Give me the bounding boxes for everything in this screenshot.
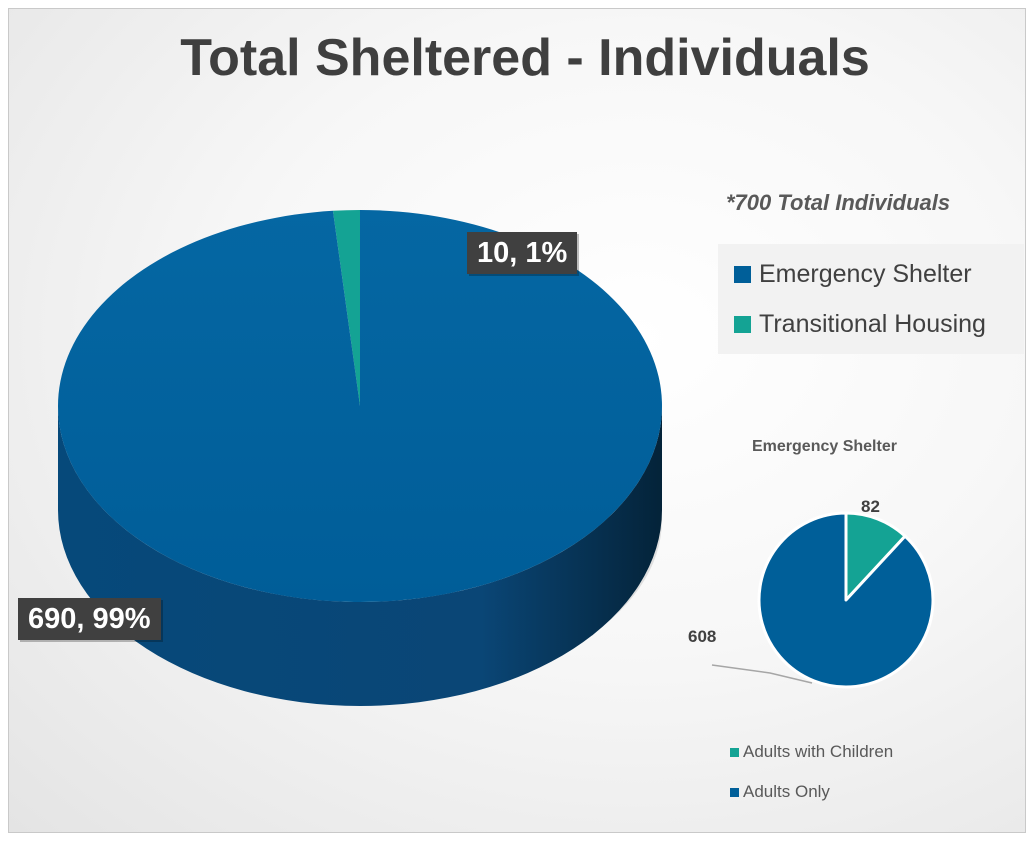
data-label-emergency-shelter: 690, 99%: [18, 598, 161, 640]
legend-label: Adults with Children: [743, 742, 894, 761]
data-label-transitional-housing: 10, 1%: [467, 232, 578, 274]
legend-swatch-adults-with-children: [730, 747, 739, 757]
sub-pie-slice-adults-only: [757, 511, 935, 689]
legend-swatch-emergency-shelter: [734, 266, 751, 283]
total-note: *700 Total Individuals: [726, 190, 951, 215]
pie-side-wall: [58, 406, 662, 706]
sub-data-label-adults-with-children: 82: [861, 497, 880, 516]
main-legend: Emergency Shelter Transitional Housing: [718, 244, 1024, 354]
legend-label: Adults Only: [743, 782, 830, 801]
legend-label: Transitional Housing: [759, 310, 986, 338]
legend-swatch-adults-only: [730, 787, 739, 797]
legend-item-transitional-housing: Transitional Housing: [734, 310, 986, 339]
sub-pie: [711, 511, 935, 689]
main-pie: [57, 210, 662, 706]
sub-data-label-adults-only: 608: [688, 627, 717, 646]
leader-line-adults-only: [711, 664, 813, 684]
legend-item-emergency-shelter: Emergency Shelter: [734, 260, 972, 289]
legend-swatch-transitional-housing: [734, 316, 751, 333]
sub-legend-item-adults-only: Adults Only: [730, 782, 830, 802]
pie-slice-transitional-housing: [332, 210, 360, 406]
legend-label: Emergency Shelter: [759, 260, 972, 288]
pie-slice-emergency-shelter: [57, 210, 662, 602]
sub-chart-title: Emergency Shelter: [752, 438, 897, 455]
sub-legend-item-adults-with-children: Adults with Children: [730, 742, 893, 762]
chart-title: Total Sheltered - Individuals: [180, 29, 870, 87]
